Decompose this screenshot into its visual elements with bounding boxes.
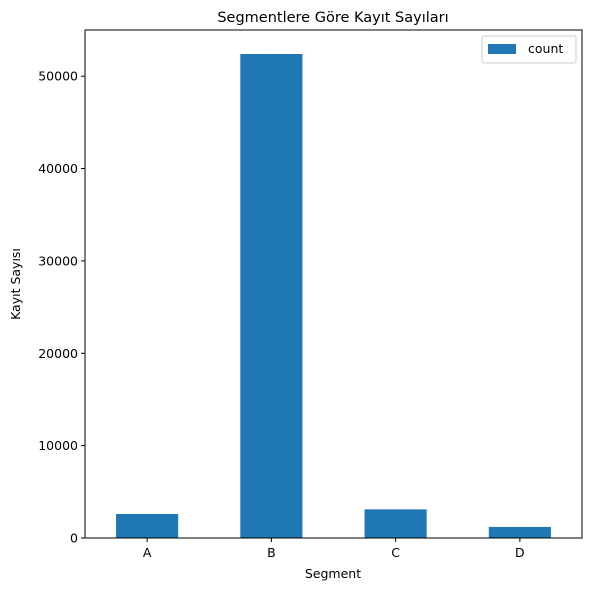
legend: count [481,35,577,64]
bar-d [488,526,551,538]
legend-box [481,35,577,64]
bar-b [240,54,303,538]
x-tick-label: B [267,545,276,560]
bars-group [116,54,551,538]
chart-title: Segmentlere Göre Kayıt Sayıları [217,10,448,26]
x-ticks: A B C D [143,538,525,560]
y-tick-label: 40000 [38,161,78,176]
legend-label: count [528,41,563,56]
y-axis-label: Kayıt Sayısı [8,248,23,320]
x-tick-label: A [143,545,152,560]
y-tick-label: 50000 [38,69,78,84]
x-axis-label: Segment [305,566,361,581]
y-tick-label: 0 [70,531,78,546]
y-tick-label: 10000 [38,438,78,453]
y-tick-label: 30000 [38,253,78,268]
bar-c [364,509,427,538]
y-ticks: 0 10000 20000 30000 40000 50000 [38,69,85,546]
x-tick-label: C [391,545,400,560]
bar-a [116,513,179,538]
legend-swatch [488,44,516,54]
y-tick-label: 20000 [38,346,78,361]
plot-area: 0 10000 20000 30000 40000 50000 A B C D [38,29,583,560]
x-tick-label: D [515,545,525,560]
plot-frame [84,29,583,539]
